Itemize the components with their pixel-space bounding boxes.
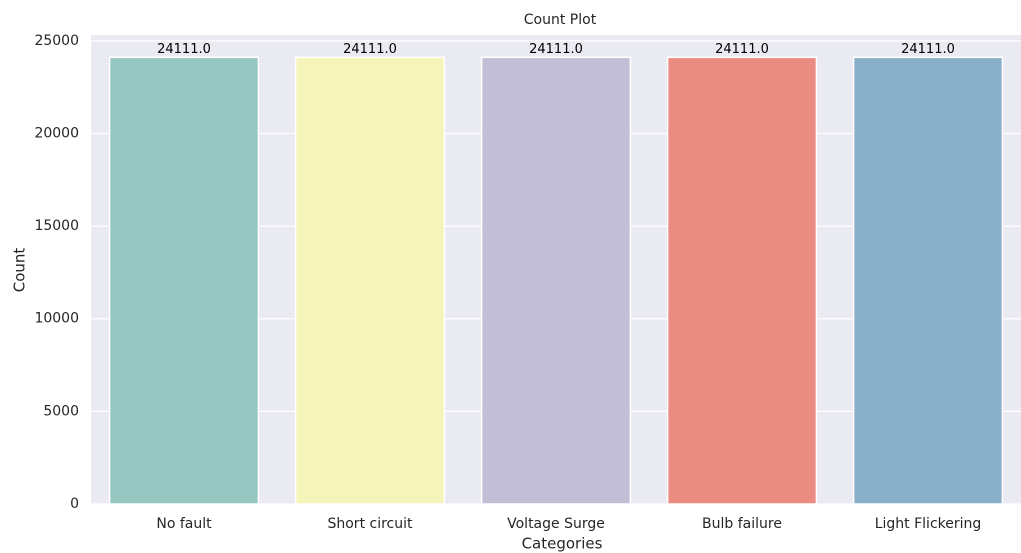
y-tick-label: 15000 xyxy=(34,218,79,234)
y-tick-label: 0 xyxy=(70,496,79,512)
bar xyxy=(852,56,1004,505)
y-tick-label: 5000 xyxy=(43,403,79,419)
y-tick-label: 10000 xyxy=(34,311,79,327)
x-tick-label: Light Flickering xyxy=(875,516,982,532)
bar xyxy=(666,56,818,505)
y-axis-label: Count xyxy=(11,248,29,293)
y-tick-label: 20000 xyxy=(34,125,79,141)
x-axis-label: Categories xyxy=(522,535,603,553)
value-label: 24111.0 xyxy=(529,42,583,57)
x-tick-label: Short circuit xyxy=(327,516,413,532)
bar xyxy=(108,56,260,505)
y-tick-label: 25000 xyxy=(34,33,79,49)
x-tick-label: Bulb failure xyxy=(702,516,782,532)
chart-title: Count Plot xyxy=(524,12,597,28)
value-label: 24111.0 xyxy=(157,42,211,57)
value-label: 24111.0 xyxy=(901,42,955,57)
bar xyxy=(480,56,632,505)
bar xyxy=(294,56,446,505)
x-tick-label: No fault xyxy=(156,516,212,532)
value-label: 24111.0 xyxy=(343,42,397,57)
value-label: 24111.0 xyxy=(715,42,769,57)
x-tick-label: Voltage Surge xyxy=(507,516,605,532)
